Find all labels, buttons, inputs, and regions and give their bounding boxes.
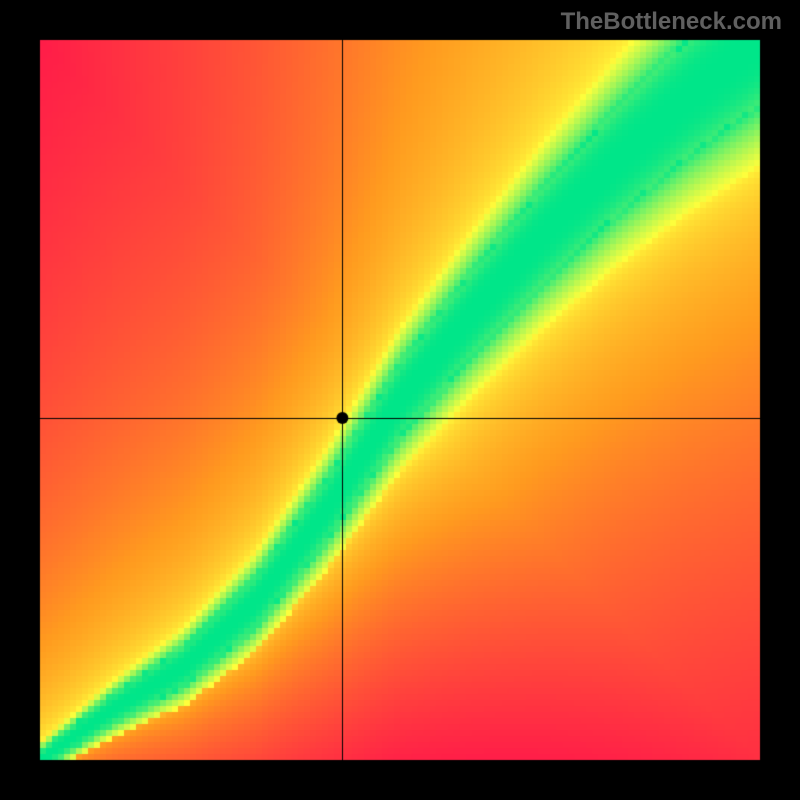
watermark-text: TheBottleneck.com — [561, 8, 782, 36]
bottleneck-heatmap — [0, 0, 800, 800]
